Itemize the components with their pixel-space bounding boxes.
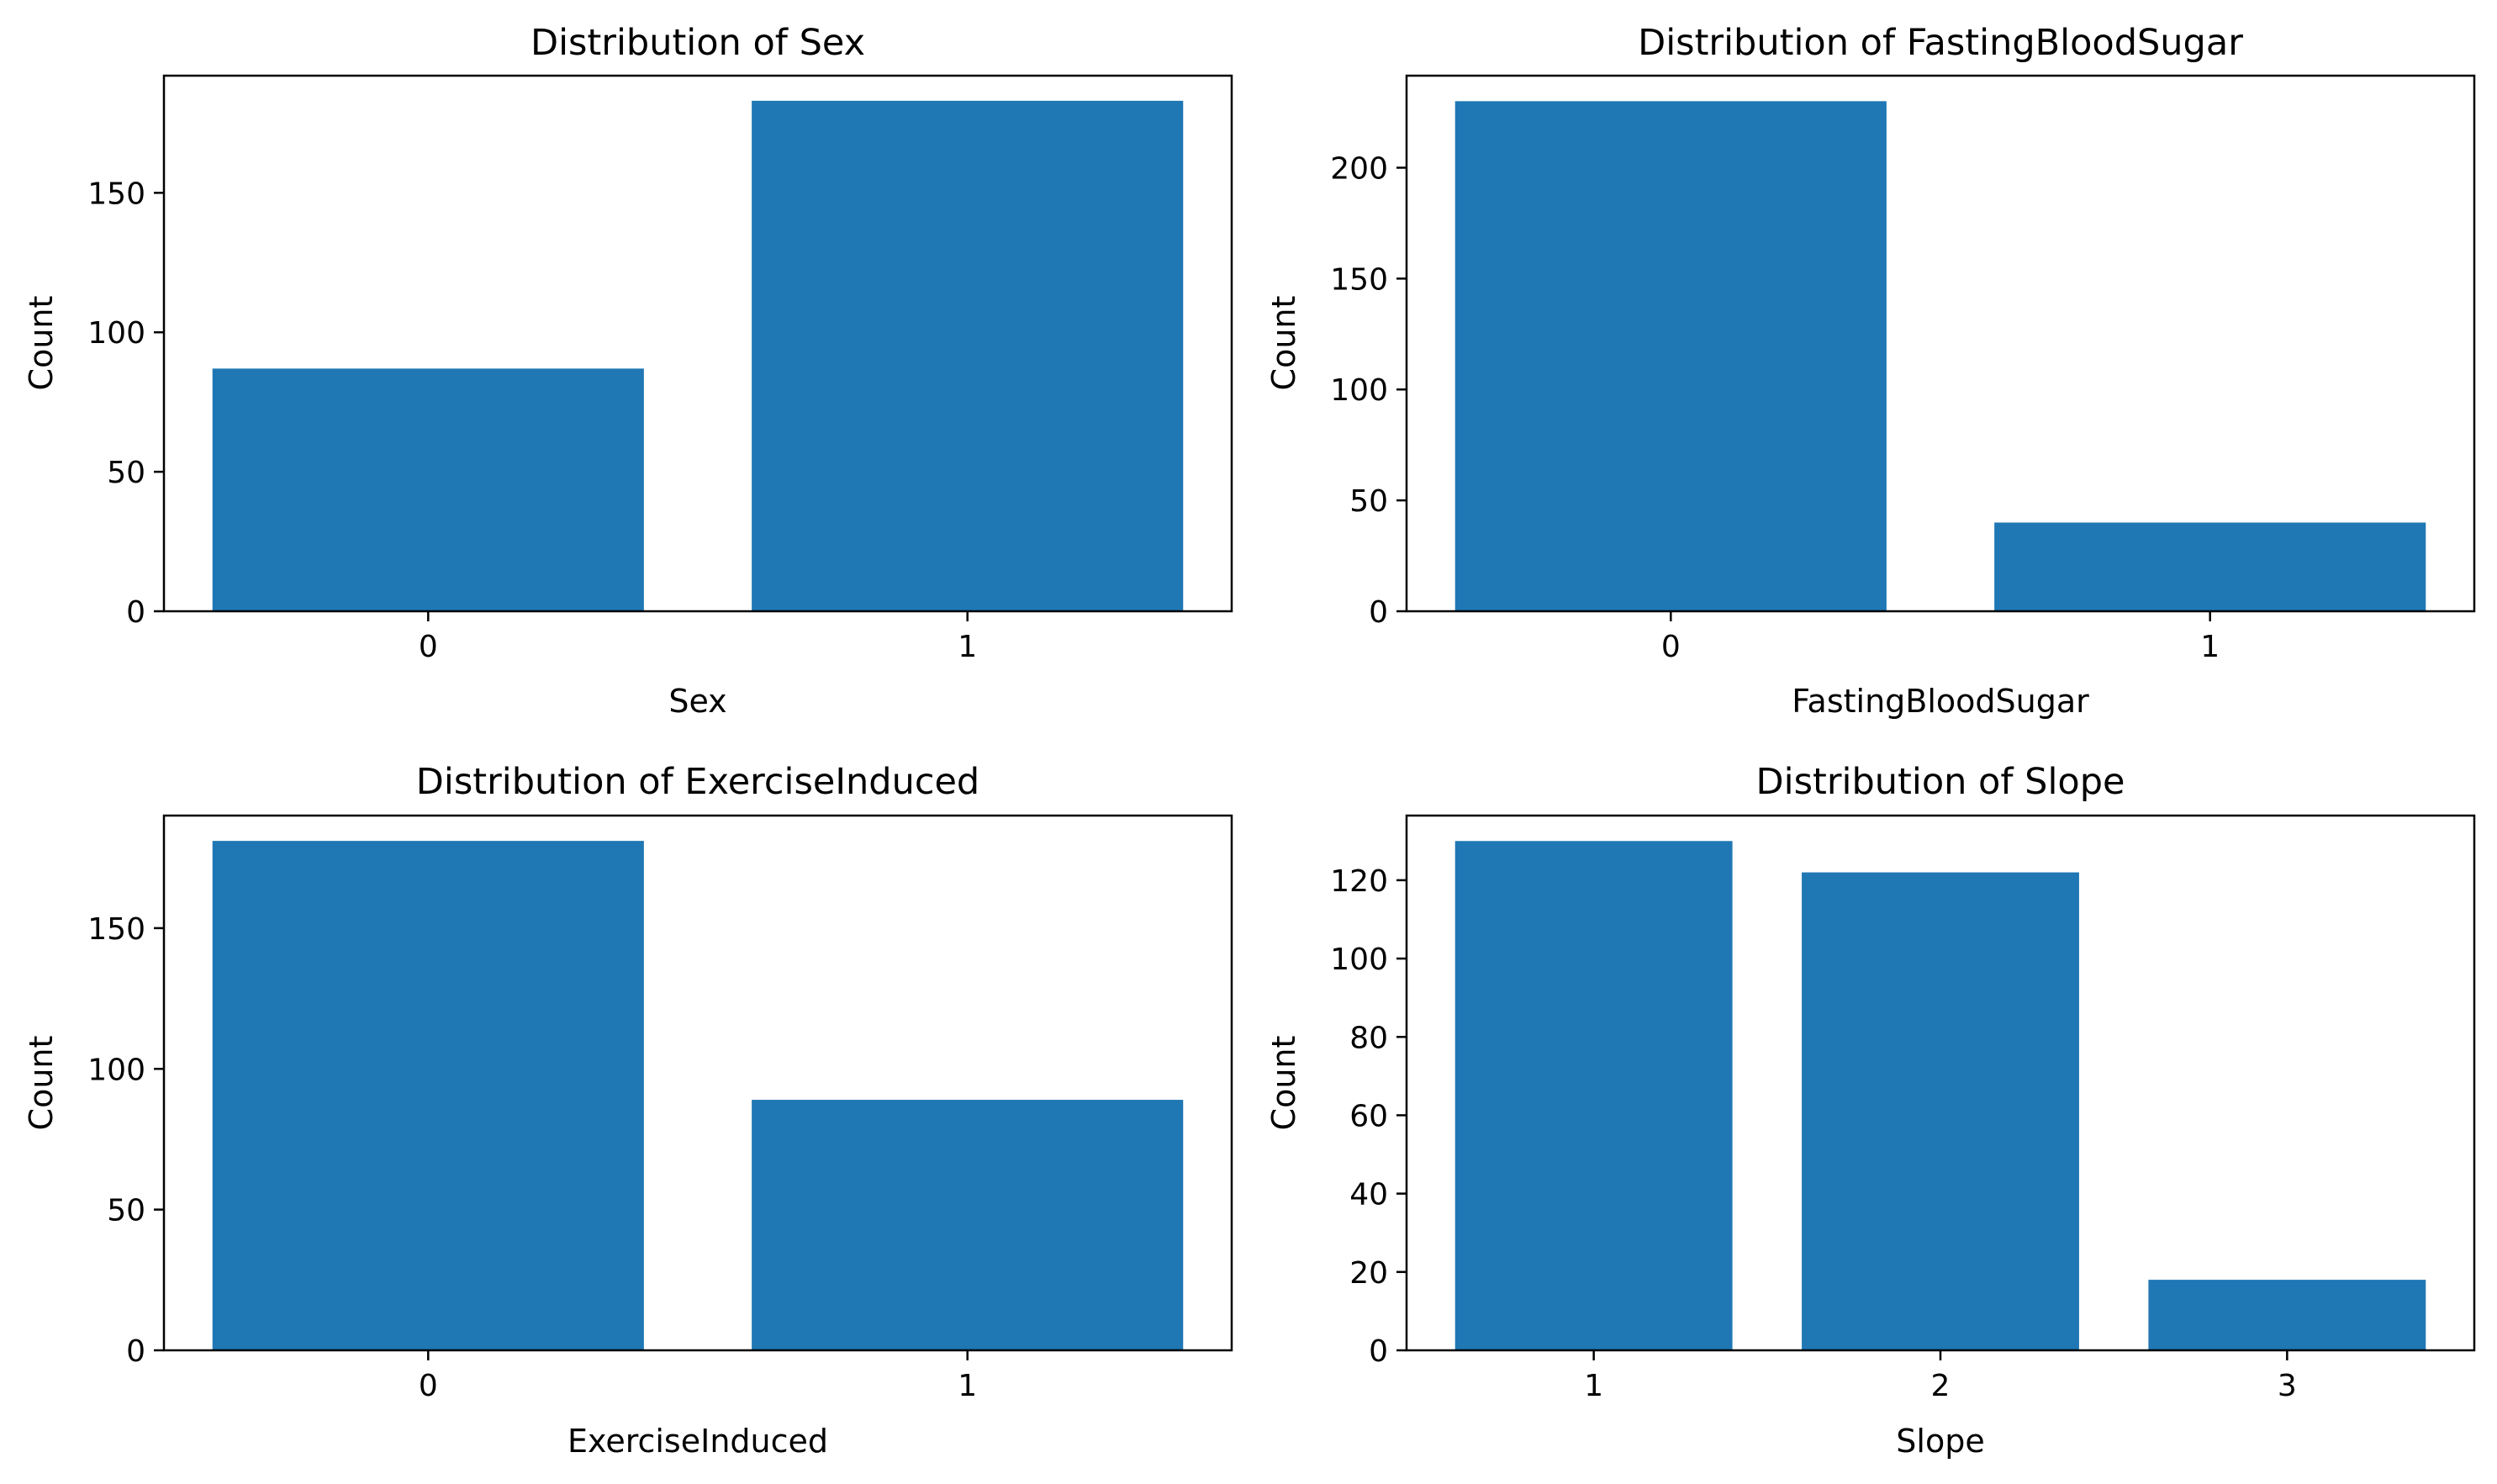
bars bbox=[212, 100, 1184, 611]
bar-1 bbox=[752, 1100, 1184, 1350]
panel-fastingbloodsugar: Distribution of FastingBloodSugar 050100… bbox=[1265, 22, 2476, 720]
bar-0 bbox=[212, 841, 644, 1350]
x-tick-label: 2 bbox=[1931, 1369, 1951, 1403]
y-ticks: 0 50 100 150 200 bbox=[1330, 151, 1407, 630]
y-tick-label: 40 bbox=[1349, 1178, 1388, 1212]
chart-title: Distribution of Slope bbox=[1756, 761, 2125, 803]
y-axis-label: Count bbox=[1265, 1036, 1302, 1131]
x-tick-label: 3 bbox=[2278, 1369, 2297, 1403]
x-tick-label: 0 bbox=[1661, 630, 1681, 664]
x-tick-label: 0 bbox=[419, 630, 438, 664]
y-tick-label: 120 bbox=[1330, 864, 1388, 899]
y-tick-label: 150 bbox=[87, 912, 145, 947]
bar-1 bbox=[752, 100, 1184, 611]
chart-title: Distribution of Sex bbox=[531, 22, 865, 64]
y-tick-label: 100 bbox=[87, 1053, 145, 1087]
y-tick-label: 150 bbox=[1330, 262, 1388, 297]
panel-slope: Distribution of Slope 0 20 40 60 80 100 120 1 2… bbox=[1265, 761, 2476, 1460]
x-tick-label: 1 bbox=[958, 1369, 977, 1403]
bars bbox=[1454, 101, 2426, 612]
y-ticks: 0 50 100 150 bbox=[87, 912, 164, 1369]
chart-title: Distribution of FastingBloodSugar bbox=[1638, 22, 2243, 64]
y-tick-label: 100 bbox=[1330, 373, 1388, 408]
y-axis-label: Count bbox=[23, 296, 60, 391]
bar-2 bbox=[1802, 872, 2079, 1350]
bar-0 bbox=[212, 368, 644, 611]
x-tick-label: 1 bbox=[958, 630, 977, 664]
bars bbox=[212, 841, 1184, 1350]
bar-1 bbox=[1994, 522, 2426, 611]
bars bbox=[1454, 841, 2426, 1350]
y-tick-label: 150 bbox=[87, 177, 145, 211]
chart-title: Distribution of ExerciseInduced bbox=[416, 761, 979, 803]
x-tick-label: 1 bbox=[2200, 630, 2220, 664]
bar-0 bbox=[1454, 101, 1887, 612]
y-tick-label: 100 bbox=[1330, 943, 1388, 977]
y-tick-label: 200 bbox=[1330, 151, 1388, 186]
y-ticks: 0 20 40 60 80 100 120 bbox=[1330, 864, 1407, 1369]
y-tick-label: 50 bbox=[107, 456, 145, 490]
y-tick-label: 80 bbox=[1349, 1021, 1388, 1055]
x-ticks: 1 2 3 bbox=[1584, 1350, 2297, 1403]
bar-1 bbox=[1454, 841, 1733, 1350]
y-tick-label: 50 bbox=[1349, 484, 1388, 519]
y-axis-label: Count bbox=[1265, 296, 1302, 391]
panel-exerciseinduced: Distribution of ExerciseInduced 0 50 100 15… bbox=[23, 761, 1233, 1460]
y-tick-label: 0 bbox=[1369, 595, 1388, 630]
plot-frame bbox=[1405, 814, 2476, 1352]
x-axis-label: ExerciseInduced bbox=[568, 1423, 828, 1460]
bar-3 bbox=[2148, 1280, 2426, 1350]
plot-frame bbox=[162, 74, 1233, 613]
y-tick-label: 0 bbox=[126, 1334, 145, 1369]
y-tick-label: 50 bbox=[107, 1194, 145, 1228]
y-tick-label: 0 bbox=[126, 595, 145, 630]
y-tick-label: 0 bbox=[1369, 1334, 1388, 1369]
y-ticks: 0 50 100 150 bbox=[87, 177, 164, 630]
y-tick-label: 60 bbox=[1349, 1099, 1388, 1133]
y-axis-label: Count bbox=[23, 1036, 60, 1131]
plot-frame bbox=[162, 814, 1233, 1352]
x-axis-label: FastingBloodSugar bbox=[1792, 683, 2089, 720]
x-tick-label: 0 bbox=[419, 1369, 438, 1403]
plot-frame bbox=[1405, 74, 2476, 613]
x-axis-label: Slope bbox=[1896, 1423, 1984, 1460]
y-tick-label: 20 bbox=[1349, 1256, 1388, 1291]
x-tick-label: 1 bbox=[1584, 1369, 1603, 1403]
x-axis-label: Sex bbox=[668, 683, 726, 720]
y-tick-label: 100 bbox=[87, 316, 145, 351]
